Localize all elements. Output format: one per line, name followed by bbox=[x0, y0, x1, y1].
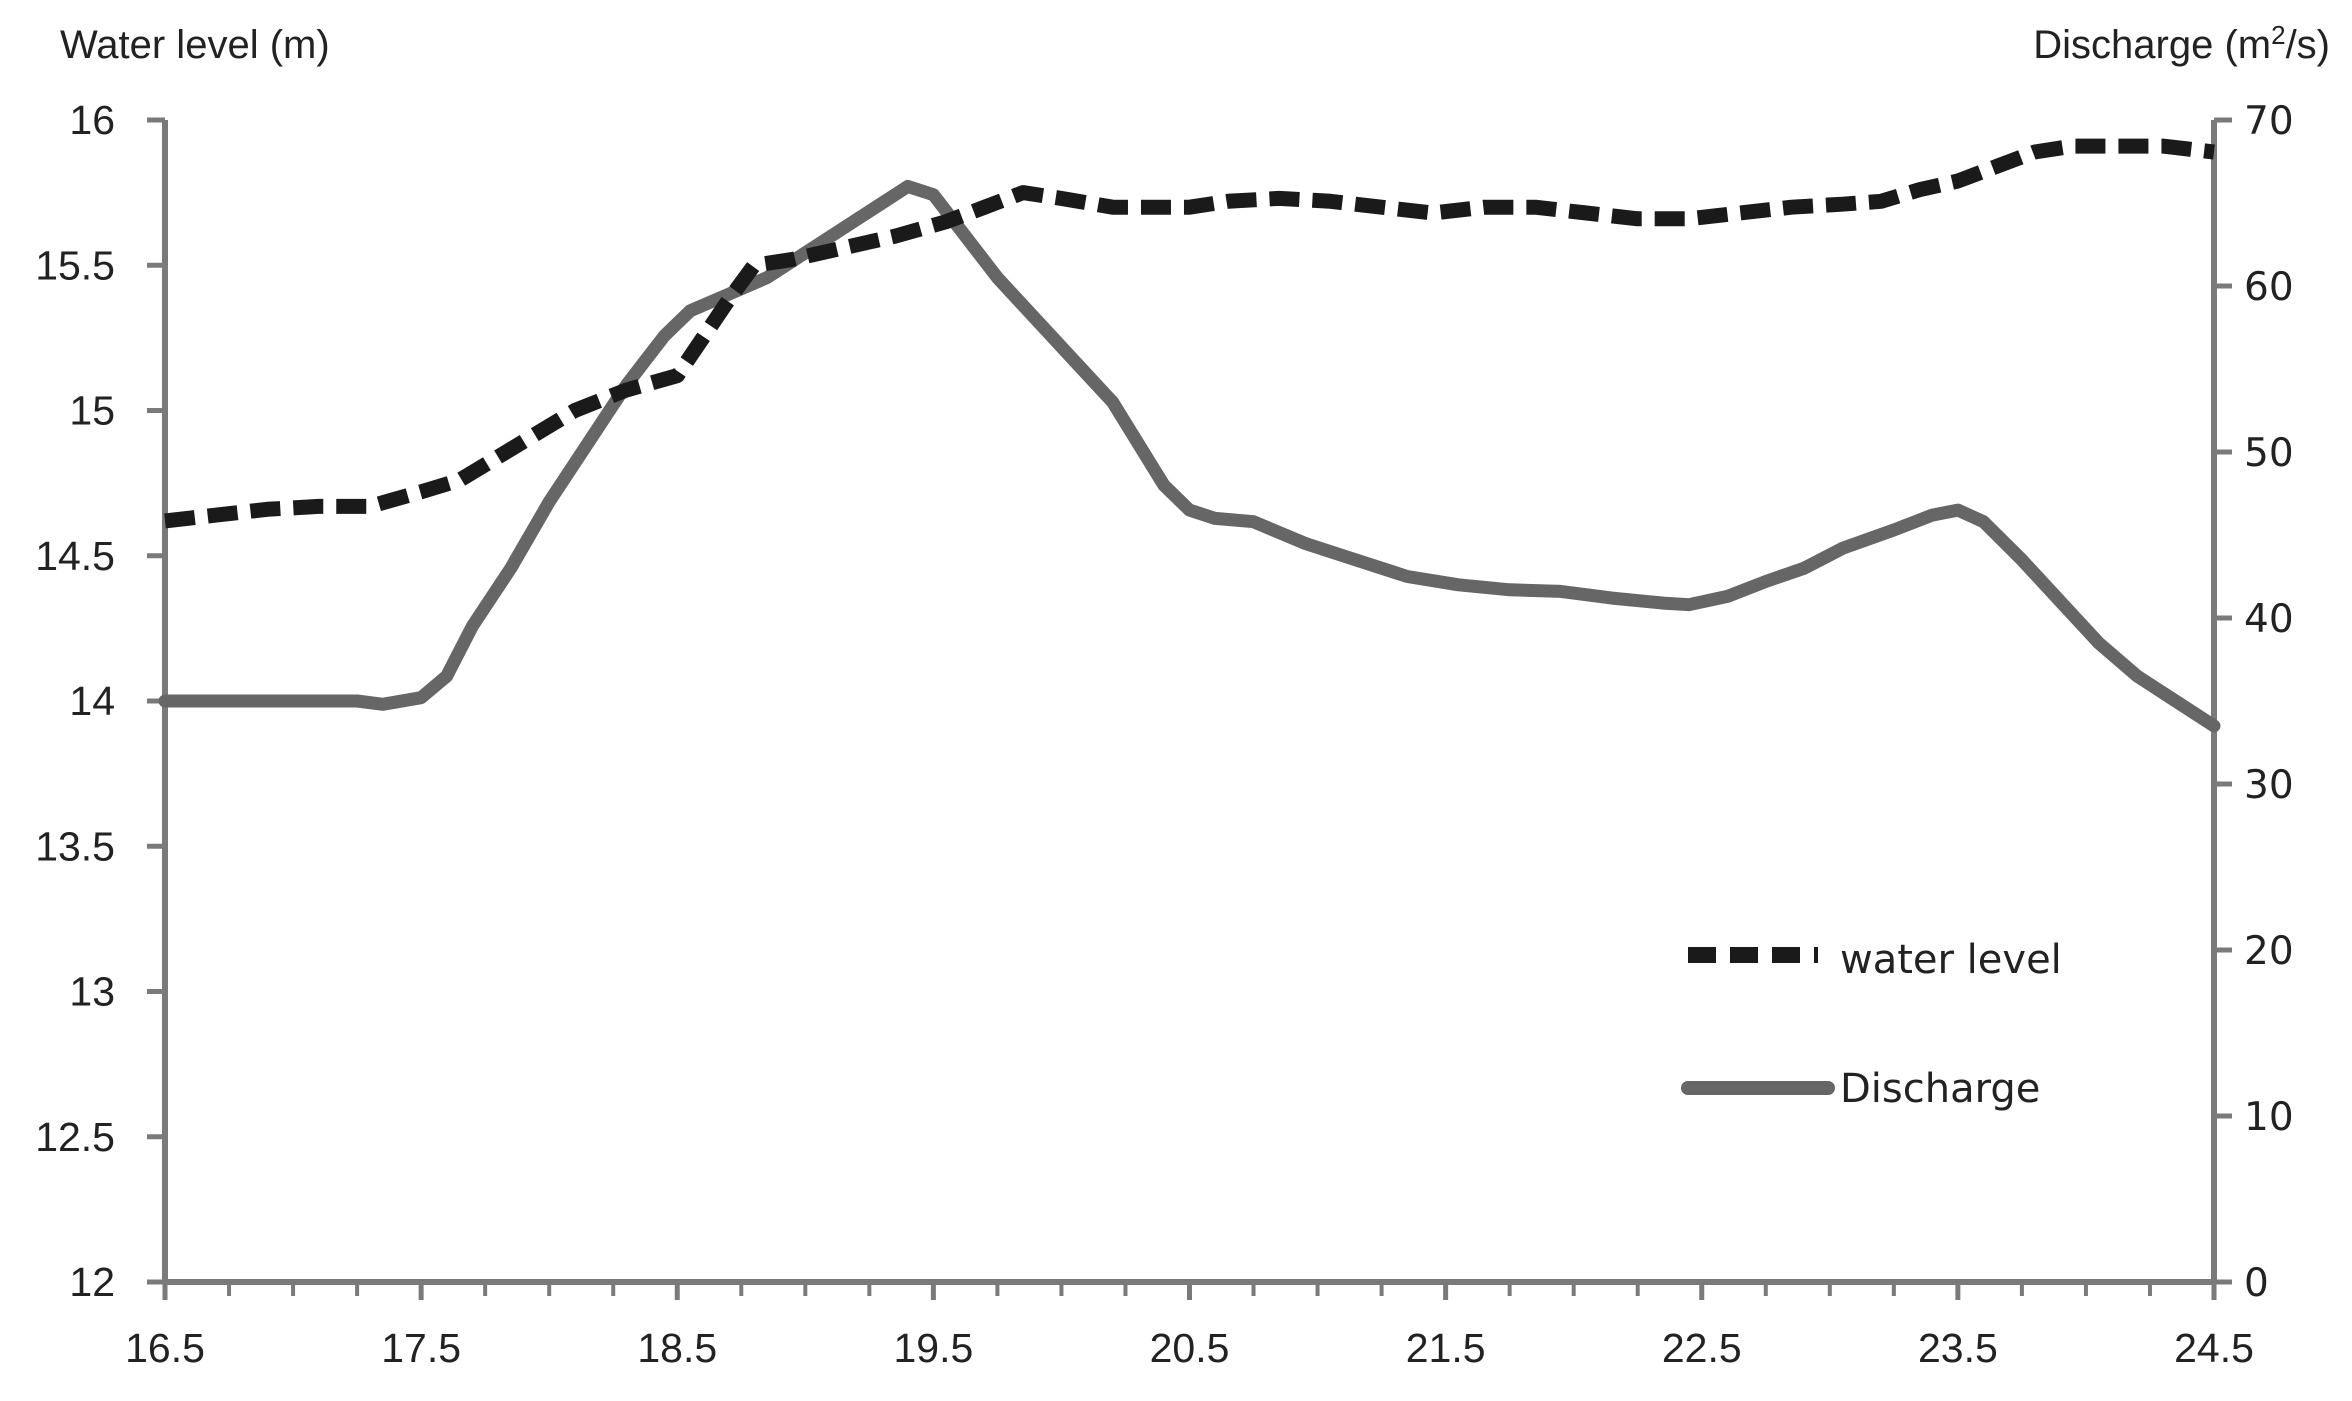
right-y-tick-label: 20 bbox=[2244, 929, 2294, 974]
right-axis-title-superscript: 2 bbox=[2271, 20, 2285, 50]
left-y-tick-label: 13.5 bbox=[35, 823, 115, 869]
right-y-tick-label: 70 bbox=[2244, 99, 2294, 144]
left-y-tick-label: 14 bbox=[69, 678, 115, 724]
left-axis-title: Water level (m) bbox=[60, 23, 330, 67]
x-tick-label: 23.5 bbox=[1918, 1325, 1998, 1371]
series-layer bbox=[158, 138, 2221, 733]
left-y-tick-label: 14.5 bbox=[35, 533, 115, 579]
tick-labels: 16.5 17.5 18.5 19.5 20.5 21.5 22.5 23.5 24.5 12 12… bbox=[35, 97, 2293, 1371]
ticks bbox=[147, 117, 2232, 1300]
legend-discharge-label: Discharge bbox=[1840, 1066, 2040, 1112]
right-axis-title-main: Discharge (m bbox=[2033, 23, 2271, 67]
x-tick-label: 18.5 bbox=[637, 1325, 717, 1371]
x-tick-label: 16.5 bbox=[125, 1325, 205, 1371]
right-y-tick-label: 40 bbox=[2244, 597, 2294, 642]
x-tick-label: 22.5 bbox=[1662, 1325, 1742, 1371]
x-tick-label: 24.5 bbox=[2174, 1325, 2254, 1371]
right-y-tick-label: 50 bbox=[2244, 431, 2294, 476]
x-tick-label: 17.5 bbox=[381, 1325, 461, 1371]
left-y-tick-label: 16 bbox=[69, 97, 115, 143]
right-y-tick-label: 10 bbox=[2244, 1095, 2294, 1140]
right-y-tick-label: 0 bbox=[2244, 1261, 2269, 1306]
left-y-tick-label: 12 bbox=[69, 1259, 115, 1305]
left-y-tick-label: 13 bbox=[69, 969, 115, 1015]
x-tick-label: 20.5 bbox=[1150, 1325, 1230, 1371]
left-y-tick-label: 15.5 bbox=[35, 242, 115, 288]
right-axis-title-end: /s) bbox=[2286, 23, 2330, 67]
water-level-line bbox=[164, 138, 2215, 529]
right-axis-title: Discharge (m2/s) bbox=[2033, 20, 2330, 67]
left-y-tick-label: 15 bbox=[69, 388, 115, 434]
x-tick-label: 19.5 bbox=[893, 1325, 973, 1371]
x-tick-label: 21.5 bbox=[1406, 1325, 1486, 1371]
discharge-line bbox=[158, 179, 2221, 733]
legend-water-level-label: water level bbox=[1840, 937, 2062, 983]
legend: water level Discharge bbox=[1681, 937, 2062, 1112]
left-y-tick-label: 12.5 bbox=[35, 1114, 115, 1160]
right-y-tick-label: 30 bbox=[2244, 763, 2294, 808]
right-y-tick-label: 60 bbox=[2244, 265, 2294, 310]
